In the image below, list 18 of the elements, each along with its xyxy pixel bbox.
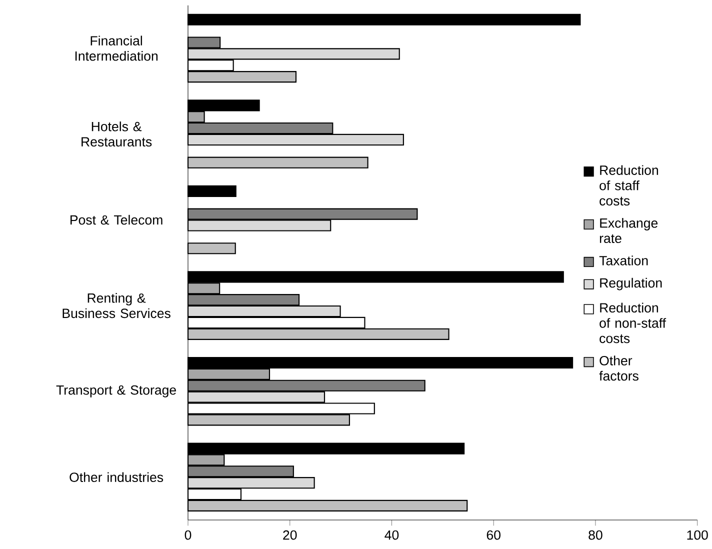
legend-label: Exchange rate <box>600 218 658 243</box>
legend-label: Taxation <box>599 255 648 266</box>
y-tick-label: Other industries <box>70 472 164 482</box>
y-tick-label: Renting & Business Services <box>62 292 170 318</box>
x-tick-label: 0 <box>184 530 192 540</box>
y-tick-label: Transport & Storage <box>56 385 176 398</box>
legend-label: Regulation <box>600 278 662 290</box>
x-tick-label: 80 <box>588 530 602 540</box>
y-tick-label: Hotels & Restaurants <box>82 121 152 146</box>
legend-label: Other factors <box>599 355 638 381</box>
x-tick-label: 40 <box>384 530 399 540</box>
legend-label: Reduction of staff costs <box>600 165 658 206</box>
x-tick-label: 100 <box>687 530 708 540</box>
x-tick-label: 20 <box>283 530 297 540</box>
legend-label: Reduction of non-staff costs <box>600 302 666 343</box>
y-tick-label: Post & Telecom <box>70 214 162 224</box>
y-tick-label: Financial Intermediation <box>75 36 158 61</box>
x-tick-label: 60 <box>486 530 500 540</box>
